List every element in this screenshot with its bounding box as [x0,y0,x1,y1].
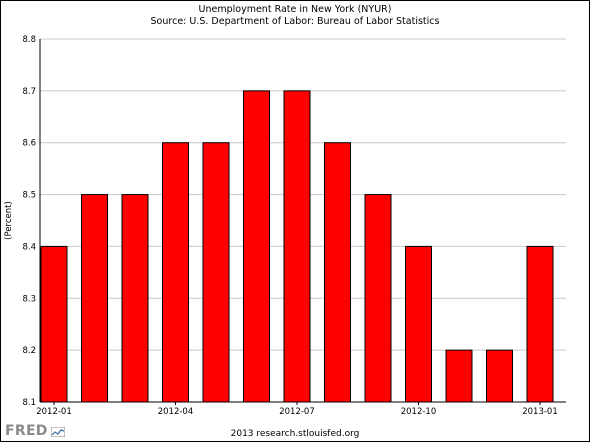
bar [162,142,189,403]
bar [243,90,270,403]
bar [486,349,513,403]
fred-logo: FRED [5,423,48,439]
x-tick-label: 2012-04 [158,407,194,417]
bar [121,194,149,403]
bar [405,245,432,403]
chart-subtitle: Source: U.S. Department of Labor: Bureau… [150,16,440,27]
bar [81,194,108,403]
y-tick-label: 8.4 [22,242,36,252]
x-tick-label: 2013-01 [522,407,558,417]
bar [202,142,230,403]
bar [324,142,351,403]
source-credit: 2013 research.stlouisfed.org [230,429,360,439]
x-tick-label: 2012-01 [36,407,72,417]
y-tick-label: 8.8 [22,35,36,45]
y-tick-label: 8.1 [22,398,36,408]
y-tick-label: 8.2 [22,346,36,356]
y-tick-label: 8.7 [22,87,36,97]
bar [364,194,392,403]
bar [445,349,473,403]
chart-title: Unemployment Rate in New York (NYUR) [198,4,392,15]
fred-logo-mark-icon [51,427,65,437]
y-tick-label: 8.3 [22,294,36,304]
bar [283,90,311,403]
y-tick-label: 8.5 [22,191,36,201]
x-tick-label: 2012-07 [279,407,315,417]
bar [526,245,554,403]
y-tick-label: 8.6 [22,139,36,149]
bar [40,245,68,403]
x-tick-label: 2012-10 [401,407,437,417]
y-axis-title: (Percent) [4,201,14,240]
